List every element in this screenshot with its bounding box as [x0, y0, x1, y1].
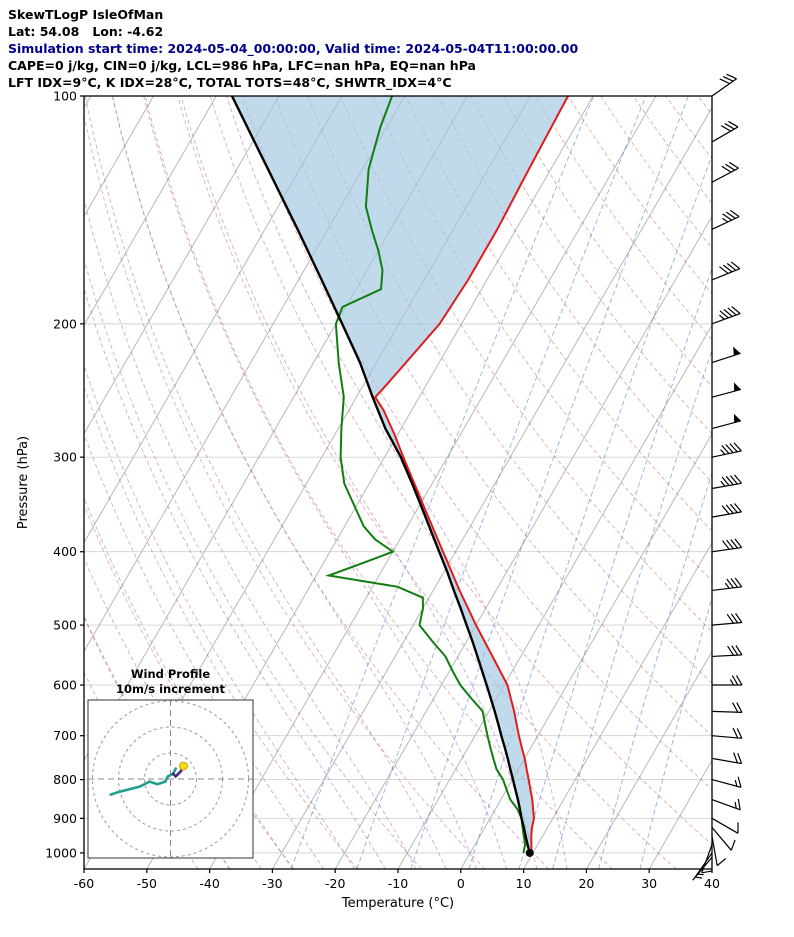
x-tick-label: -30	[262, 876, 282, 891]
chart-indices-1: CAPE=0 j/kg, CIN=0 j/kg, LCL=986 hPa, LF…	[8, 58, 476, 73]
x-tick-label: -10	[388, 876, 408, 891]
mixing-ratio-lines	[290, 96, 712, 869]
chart-simtime: Simulation start time: 2024-05-04_00:00:…	[8, 41, 579, 56]
x-tick-label: 0	[457, 876, 465, 891]
surface-wind-marker	[179, 761, 188, 771]
upper-level-trace	[109, 767, 177, 796]
hodograph-plot	[88, 700, 253, 858]
hodograph-subtitle: 10m/s increment	[116, 682, 225, 696]
y-tick-label: 400	[53, 544, 77, 559]
chart-latlon: Lat: 54.08 Lon: -4.62	[8, 24, 164, 39]
chart-title: SkewTLogP IsleOfMan	[8, 7, 164, 22]
y-tick-label: 800	[53, 772, 77, 787]
y-tick-label: 700	[53, 728, 77, 743]
y-tick-label: 100	[53, 89, 77, 104]
x-tick-label: -20	[325, 876, 345, 891]
temperature-line	[373, 96, 569, 854]
cin-shaded-area	[232, 96, 568, 853]
x-tick-label: 10	[516, 876, 532, 891]
x-tick-label: -40	[199, 876, 219, 891]
x-tick-label: 40	[704, 876, 720, 891]
wind-barbs	[692, 73, 743, 881]
y-tick-label: 1000	[45, 845, 77, 860]
y-tick-label: 500	[53, 618, 77, 633]
x-tick-label: 30	[641, 876, 657, 891]
profile-lines	[230, 96, 569, 857]
surface-parcel-marker	[525, 848, 534, 857]
x-tick-label: -60	[74, 876, 94, 891]
dewpoint-line	[324, 96, 527, 854]
y-axis-label: Pressure (hPa)	[16, 436, 31, 529]
y-tick-label: 300	[53, 450, 77, 465]
y-tick-label: 900	[53, 811, 77, 826]
x-tick-label: -50	[137, 876, 157, 891]
chart-indices-2: LFT IDX=9°C, K IDX=28°C, TOTAL TOTS=48°C…	[8, 75, 452, 90]
x-tick-label: 20	[578, 876, 594, 891]
y-tick-label: 600	[53, 678, 77, 693]
x-axis-label: Temperature (°C)	[341, 896, 454, 911]
y-tick-label: 200	[53, 316, 77, 331]
parcel-line	[230, 96, 531, 854]
hodograph-title: Wind Profile	[131, 667, 211, 681]
